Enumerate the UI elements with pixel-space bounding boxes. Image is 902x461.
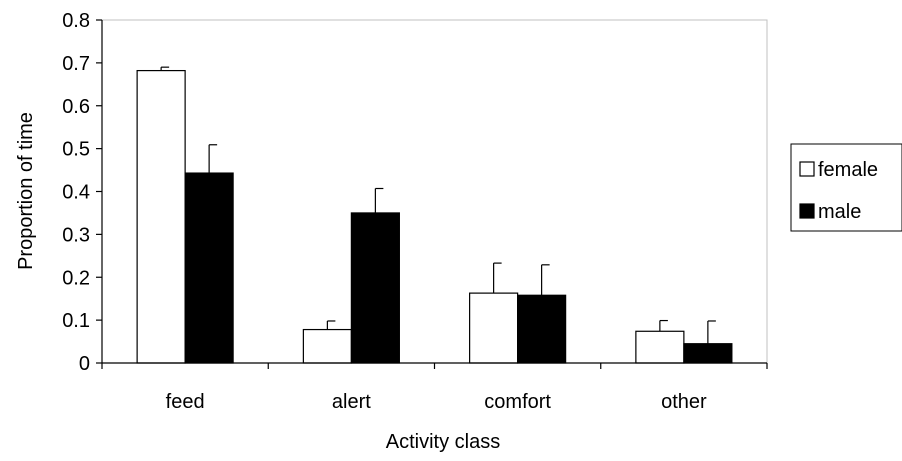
y-tick-label: 0.3	[62, 224, 90, 246]
bar-male-feed	[184, 172, 234, 364]
x-tick-label-alert: alert	[332, 391, 371, 413]
bar-male-alert	[350, 212, 400, 364]
legend-label-female: female	[818, 159, 878, 181]
y-tick-label: 0.6	[62, 96, 90, 118]
bar-female-feed	[136, 69, 186, 364]
x-ticks-group: feed alert comfort other	[101, 363, 768, 413]
y-tick-label: 0.2	[62, 267, 90, 289]
bars-group	[136, 66, 733, 364]
y-tick-label: 0.1	[62, 310, 90, 332]
y-tick-label: 0.8	[62, 10, 90, 32]
bar-female-alert	[302, 328, 352, 364]
y-tick-label: 0.4	[62, 182, 90, 204]
y-tick-label: 0.7	[62, 53, 90, 75]
bar-female-comfort	[469, 292, 519, 364]
legend-swatch-female	[799, 161, 815, 177]
y-tick-label: 0	[79, 353, 90, 375]
bar-male-comfort	[517, 294, 567, 364]
y-tick-label: 0.5	[62, 139, 90, 161]
y-ticks-group: 0 0.1 0.2 0.3 0.4 0.5 0.6 0.7 0.8	[62, 10, 102, 375]
legend: female male	[790, 143, 902, 232]
x-tick-label-feed: feed	[166, 391, 205, 413]
x-tick-label-other: other	[661, 391, 707, 413]
x-tick-label-comfort: comfort	[484, 391, 551, 413]
bar-female-other	[635, 330, 685, 364]
legend-label-male: male	[818, 201, 861, 223]
x-axis-title: Activity class	[386, 431, 500, 453]
legend-swatch-male	[799, 203, 815, 219]
y-axis-title: Proportion of time	[15, 112, 37, 270]
bar-male-other	[683, 343, 733, 364]
